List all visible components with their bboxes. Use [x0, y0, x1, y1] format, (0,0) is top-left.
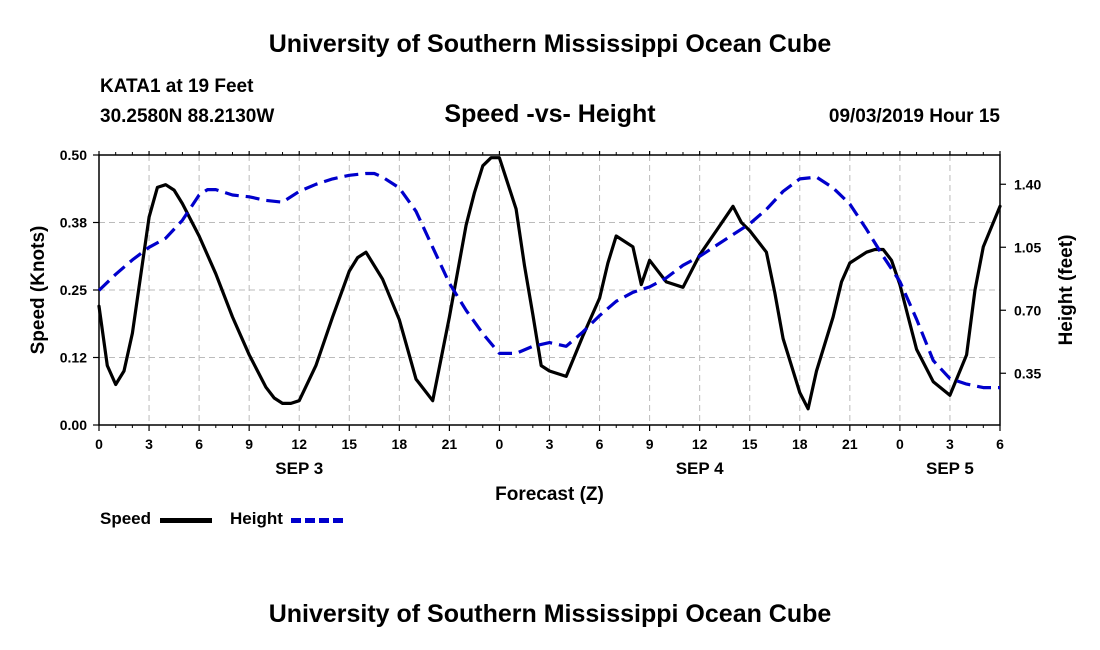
- x-tick-label: 15: [742, 436, 758, 452]
- x-tick-label: 21: [842, 436, 858, 452]
- legend-speed-swatch: [160, 518, 212, 523]
- x-tick-label: 0: [896, 436, 904, 452]
- speed-height-chart: 0 3 6 9 12 15 18 21 0 3 6 9 12 15 18 21 0 3 6 0.00 0.12 0.25 0…: [28, 147, 1077, 505]
- x-tick-label: 6: [195, 436, 203, 452]
- x-tick-label: 12: [291, 436, 307, 452]
- y2-tick-label: 0.35: [1014, 365, 1041, 381]
- height-series-line: [97, 171, 1000, 390]
- day-label: SEP 4: [676, 459, 724, 478]
- y2-tick-label: 1.05: [1014, 239, 1041, 255]
- top-title: University of Southern Mississippi Ocean…: [268, 30, 832, 58]
- y-tick-label: 0.50: [60, 147, 87, 163]
- location-label: 30.2580N 88.2130W: [100, 106, 275, 127]
- x-tick-label: 9: [646, 436, 654, 452]
- y-tick-label: 0.38: [60, 215, 87, 231]
- x-tick-label: 3: [946, 436, 954, 452]
- y-tick-label: 0.25: [60, 282, 87, 298]
- legend-speed-label: Speed: [100, 509, 152, 528]
- bottom-title: University of Southern Mississippi Ocean…: [268, 600, 832, 628]
- day-label: SEP 5: [926, 459, 974, 478]
- y-axis-label: Speed (Knots): [28, 226, 49, 355]
- timestamp-label: 09/03/2019 Hour 15: [828, 106, 1000, 127]
- x-tick-label: 6: [996, 436, 1004, 452]
- x-tick-label: 3: [546, 436, 554, 452]
- y2-axis-label: Height (feet): [1056, 235, 1077, 346]
- x-tick-label: 18: [792, 436, 808, 452]
- station-label: KATA1 at 19 Feet: [100, 76, 254, 97]
- y2-tick-label: 0.70: [1014, 302, 1041, 318]
- y2-tick-label: 1.40: [1014, 176, 1041, 192]
- x-tick-label: 15: [341, 436, 357, 452]
- y-tick-label: 0.12: [60, 350, 87, 366]
- legend-height-label: Height: [230, 509, 283, 528]
- x-tick-label: 0: [496, 436, 504, 452]
- legend-height-swatch: [291, 518, 343, 523]
- y-tick-label: 0.00: [60, 417, 87, 433]
- x-tick-label: 12: [692, 436, 708, 452]
- x-tick-label: 21: [442, 436, 458, 452]
- chart-title: Speed -vs- Height: [444, 100, 656, 128]
- x-tick-label: 18: [392, 436, 408, 452]
- x-tick-label: 0: [95, 436, 103, 452]
- day-label: SEP 3: [275, 459, 323, 478]
- x-tick-label: 6: [596, 436, 604, 452]
- x-tick-label: 3: [145, 436, 153, 452]
- x-tick-label: 9: [245, 436, 253, 452]
- speed-series-line: [97, 156, 1002, 411]
- x-axis-label: Forecast (Z): [495, 484, 604, 505]
